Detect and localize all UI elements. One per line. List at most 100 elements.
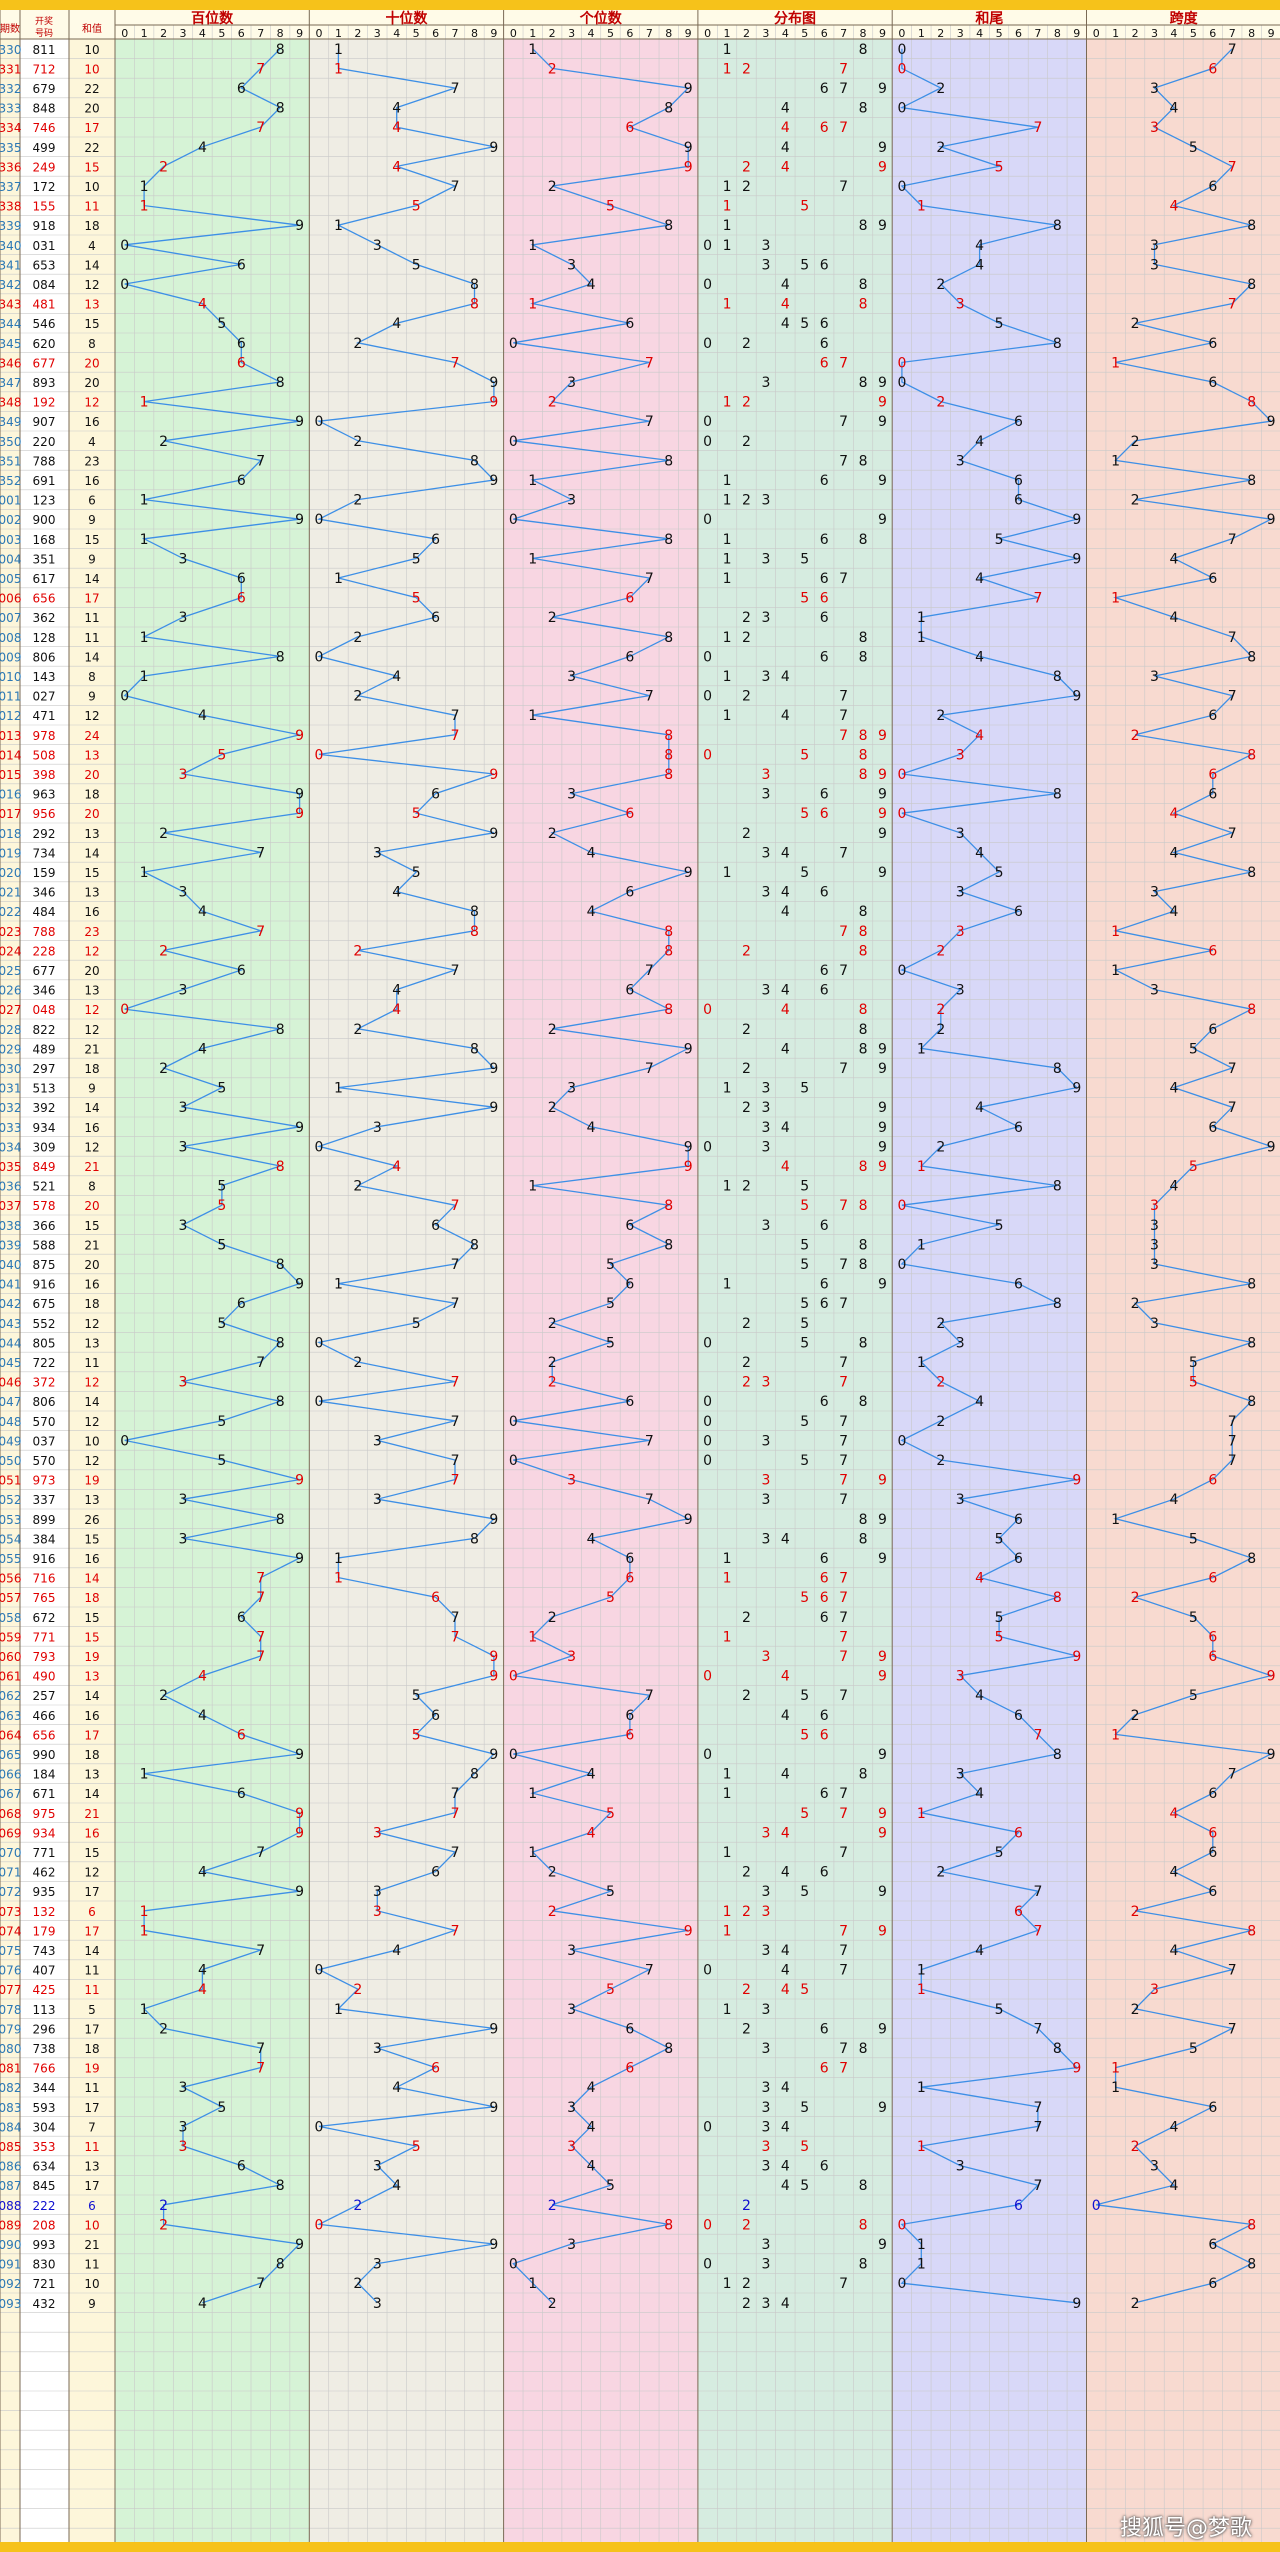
mark-sum-tail: 4 bbox=[975, 1394, 984, 1410]
mark-units: 3 bbox=[567, 1081, 576, 1097]
mark-hundreds: 5 bbox=[217, 747, 226, 763]
row-number: 128 bbox=[33, 631, 56, 645]
row-sum: 8 bbox=[88, 670, 96, 684]
mark-tens: 7 bbox=[451, 1845, 460, 1861]
mark-distribution: 1 bbox=[723, 199, 732, 215]
mark-sum-tail: 1 bbox=[917, 199, 926, 215]
row-sum: 10 bbox=[84, 43, 99, 57]
row-sum: 6 bbox=[88, 1905, 96, 1919]
mark-distribution: 7 bbox=[839, 845, 848, 861]
mark-hundreds: 3 bbox=[179, 2139, 188, 2155]
mark-distribution: 5 bbox=[800, 1179, 809, 1195]
mark-distribution: 8 bbox=[859, 2041, 868, 2057]
mark-tens: 2 bbox=[353, 1355, 362, 1371]
mark-tens: 4 bbox=[392, 669, 401, 685]
mark-sum-tail: 8 bbox=[1053, 1590, 1062, 1606]
row-number: 721 bbox=[33, 2277, 56, 2291]
header-digit-label: 0 bbox=[898, 27, 905, 40]
mark-sum-tail: 4 bbox=[975, 571, 984, 587]
mark-distribution: 9 bbox=[878, 806, 887, 822]
row-number: 771 bbox=[33, 1630, 56, 1644]
mark-units: 0 bbox=[509, 1747, 518, 1763]
mark-units: 8 bbox=[664, 532, 673, 548]
mark-units: 6 bbox=[625, 591, 634, 607]
row-number: 297 bbox=[33, 1062, 56, 1076]
row-issue: 006 bbox=[0, 592, 21, 606]
mark-sum-tail: 6 bbox=[1014, 493, 1023, 509]
mark-distribution: 7 bbox=[839, 1688, 848, 1704]
mark-hundreds: 6 bbox=[237, 355, 246, 371]
mark-distribution: 5 bbox=[800, 551, 809, 567]
mark-hundreds: 5 bbox=[217, 1198, 226, 1214]
mark-distribution: 9 bbox=[878, 2021, 887, 2037]
header-digit-label: 9 bbox=[296, 27, 303, 40]
mark-hundreds: 7 bbox=[256, 2276, 265, 2292]
mark-units: 3 bbox=[567, 493, 576, 509]
mark-span: 6 bbox=[1208, 375, 1217, 391]
mark-distribution: 9 bbox=[878, 1649, 887, 1665]
mark-distribution: 3 bbox=[761, 845, 770, 861]
row-sum: 11 bbox=[84, 1356, 99, 1370]
mark-distribution: 0 bbox=[703, 1433, 712, 1449]
row-sum: 15 bbox=[84, 317, 99, 331]
mark-distribution: 8 bbox=[859, 375, 868, 391]
mark-span: 7 bbox=[1228, 630, 1237, 646]
mark-units: 3 bbox=[567, 257, 576, 273]
row-number: 353 bbox=[33, 2140, 56, 2154]
mark-span: 8 bbox=[1247, 218, 1256, 234]
mark-units: 6 bbox=[625, 1708, 634, 1724]
mark-units: 9 bbox=[684, 1041, 693, 1057]
mark-distribution: 8 bbox=[859, 767, 868, 783]
row-number: 521 bbox=[33, 1180, 56, 1194]
header-digit-label: 3 bbox=[1151, 27, 1158, 40]
mark-span: 4 bbox=[1169, 1943, 1178, 1959]
row-issue: 087 bbox=[0, 2179, 21, 2193]
mark-distribution: 6 bbox=[820, 806, 829, 822]
row-number: 973 bbox=[33, 1474, 56, 1488]
row-sum: 18 bbox=[84, 788, 99, 802]
header-digit-label: 7 bbox=[257, 27, 264, 40]
mark-sum-tail: 3 bbox=[956, 453, 965, 469]
mark-distribution: 6 bbox=[820, 1865, 829, 1881]
row-number: 481 bbox=[33, 298, 56, 312]
mark-distribution: 7 bbox=[839, 1629, 848, 1645]
header-digit-label: 0 bbox=[316, 27, 323, 40]
mark-hundreds: 4 bbox=[198, 708, 207, 724]
mark-sum-tail: 0 bbox=[897, 101, 906, 117]
header-digit-label: 7 bbox=[1034, 27, 1041, 40]
mark-hundreds: 1 bbox=[140, 2002, 149, 2018]
row-number: 168 bbox=[33, 533, 56, 547]
mark-distribution: 3 bbox=[761, 1649, 770, 1665]
row-sum: 13 bbox=[84, 1336, 99, 1350]
mark-units: 2 bbox=[548, 61, 557, 77]
mark-distribution: 4 bbox=[781, 120, 790, 136]
mark-hundreds: 8 bbox=[276, 42, 285, 58]
mark-distribution: 9 bbox=[878, 2100, 887, 2116]
mark-units: 2 bbox=[548, 1865, 557, 1881]
mark-distribution: 4 bbox=[781, 297, 790, 313]
mark-tens: 9 bbox=[489, 826, 498, 842]
mark-distribution: 5 bbox=[800, 2100, 809, 2116]
mark-units: 5 bbox=[606, 2178, 615, 2194]
mark-sum-tail: 0 bbox=[897, 1198, 906, 1214]
mark-distribution: 8 bbox=[859, 1198, 868, 1214]
mark-tens: 9 bbox=[489, 2237, 498, 2253]
mark-units: 9 bbox=[684, 1512, 693, 1528]
mark-hundreds: 4 bbox=[198, 297, 207, 313]
mark-span: 8 bbox=[1247, 2257, 1256, 2273]
mark-units: 4 bbox=[587, 845, 596, 861]
row-number: 963 bbox=[33, 788, 56, 802]
row-sum: 12 bbox=[84, 1317, 99, 1331]
mark-units: 7 bbox=[645, 689, 654, 705]
mark-tens: 9 bbox=[489, 473, 498, 489]
mark-distribution: 4 bbox=[781, 1159, 790, 1175]
header-digit-label: 0 bbox=[1093, 27, 1100, 40]
row-issue: 081 bbox=[0, 2062, 21, 2076]
header-digit-label: 7 bbox=[840, 27, 847, 40]
mark-sum-tail: 0 bbox=[897, 375, 906, 391]
mark-distribution: 3 bbox=[761, 669, 770, 685]
mark-tens: 4 bbox=[392, 2178, 401, 2194]
row-sum: 12 bbox=[84, 1023, 99, 1037]
mark-distribution: 5 bbox=[800, 2139, 809, 2155]
row-sum: 12 bbox=[84, 278, 99, 292]
